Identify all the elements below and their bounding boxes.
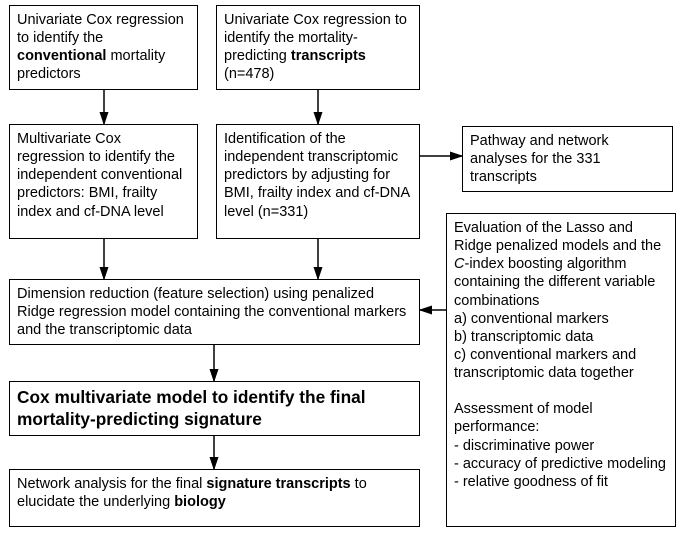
text-run: c) conventional markers and transcriptom… xyxy=(454,347,636,381)
flowchart-node-b4: Identification of the independent transc… xyxy=(216,124,420,239)
flowchart-node-b2: Univariate Cox regression to identify th… xyxy=(216,5,420,90)
text-run: b) transcriptomic data xyxy=(454,329,593,345)
text-run: Network analysis for the final xyxy=(17,476,206,492)
text-run: - discriminative power xyxy=(454,438,594,454)
text-run: Pathway and network analyses for the 331… xyxy=(470,133,609,185)
flowchart-node-b3: Multivariate Cox regression to identify … xyxy=(9,124,198,239)
text-run: C xyxy=(454,256,464,272)
text-run: Assessment of model performance: xyxy=(454,401,593,435)
flowchart-node-b7: Network analysis for the final signature… xyxy=(9,469,420,527)
flowchart-node-b9: Evaluation of the Lasso and Ridge penali… xyxy=(446,213,676,527)
text-run: a) conventional markers xyxy=(454,311,609,327)
text-run: transcripts xyxy=(291,48,366,64)
text-run: (n=478) xyxy=(224,66,274,82)
text-run: Cox multivariate model to identify the f… xyxy=(17,387,366,429)
text-run: Evaluation of the Lasso and Ridge penali… xyxy=(454,220,661,254)
flowchart-node-b6: Cox multivariate model to identify the f… xyxy=(9,381,420,436)
text-run: Multivariate Cox regression to identify … xyxy=(17,131,182,220)
text-run: signature transcripts xyxy=(206,476,350,492)
text-run: - accuracy of predictive modeling xyxy=(454,456,666,472)
text-run: Univariate Cox regression to identify th… xyxy=(17,12,184,46)
text-run: - relative goodness of fit xyxy=(454,474,608,490)
text-run: conventional xyxy=(17,48,106,64)
text-run: Dimension reduction (feature selection) … xyxy=(17,286,406,338)
flowchart-node-b8: Pathway and network analyses for the 331… xyxy=(462,126,673,192)
text-run: Identification of the independent transc… xyxy=(224,131,409,220)
text-run: biology xyxy=(174,494,226,510)
text-run: -index boosting algorithm containing the… xyxy=(454,256,655,308)
flowchart-node-b1: Univariate Cox regression to identify th… xyxy=(9,5,198,90)
flowchart-node-b5: Dimension reduction (feature selection) … xyxy=(9,279,420,345)
